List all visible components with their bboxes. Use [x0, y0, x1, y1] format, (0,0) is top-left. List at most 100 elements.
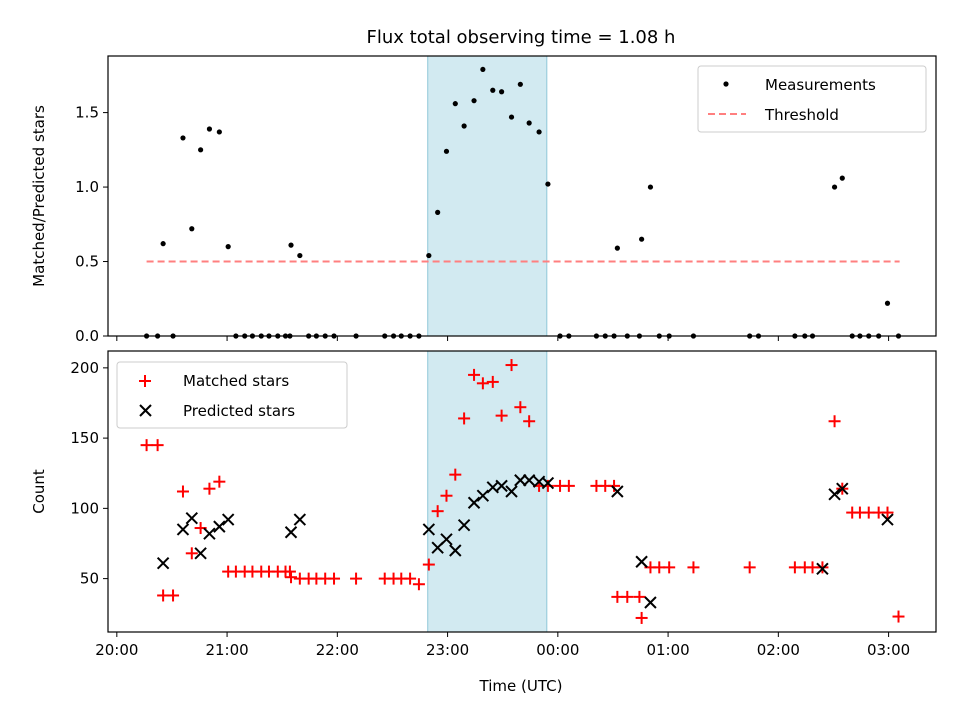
measurement-point [536, 129, 542, 135]
predicted-star-point [541, 476, 555, 490]
measurement-point [526, 120, 532, 126]
matched-star-point [350, 572, 363, 585]
matched-star-point [404, 572, 417, 585]
matched-star-point [431, 505, 444, 518]
matched-star-point [285, 571, 298, 584]
y-tick-label: 50 [80, 570, 99, 588]
predicted-star-point [505, 485, 518, 498]
predicted-star-point [213, 520, 226, 533]
measurement-point [180, 135, 186, 141]
predicted-star-point [881, 513, 894, 526]
matched-star-point [828, 415, 841, 428]
matched-star-point [743, 561, 756, 574]
legend-measurements-marker [723, 81, 729, 87]
legend-threshold-label: Threshold [764, 106, 839, 124]
measurement-point [545, 181, 551, 187]
matched-star-point [328, 572, 341, 585]
matched-star-point [458, 412, 471, 425]
count-panel: 50 100 150 200 20:00 21:00 22:00 23:00 00:00 01:0… [30, 350, 937, 695]
predicted-star-point [185, 511, 198, 525]
x-tick-label: 03:00 [867, 641, 910, 659]
predicted-star-point [611, 485, 624, 498]
matched-star-point [892, 610, 905, 623]
predicted-star-point [644, 596, 657, 609]
ratio-y-axis-label: Matched/Predicted stars [30, 105, 48, 287]
measurement-point [639, 236, 645, 242]
measurement-point [216, 129, 222, 135]
measurement-point [508, 114, 515, 120]
measurement-point [461, 123, 467, 129]
chart-title: Flux total observing time = 1.08 h [367, 27, 676, 48]
measurement-point [225, 244, 231, 250]
matched-star-point [185, 547, 198, 560]
y-tick-label: 1.0 [75, 178, 99, 196]
measurement-point [452, 101, 458, 107]
matched-star-point [449, 468, 462, 481]
predicted-star-point [467, 496, 481, 509]
matched-star-point [495, 409, 508, 422]
measurement-point [499, 89, 505, 95]
matched-star-point [151, 439, 164, 452]
count-y-axis-label: Count [30, 469, 48, 514]
matched-star-point [176, 485, 189, 498]
legend-matched-marker [139, 375, 151, 387]
predicted-star-point [156, 556, 170, 570]
matched-star-point [881, 506, 894, 519]
ratio-axes-frame [107, 55, 937, 337]
predicted-star-point [828, 488, 841, 501]
predicted-star-point [194, 547, 207, 560]
predicted-star-point [422, 523, 436, 536]
matched-star-point [562, 479, 575, 492]
legend-matched-label: Matched stars [183, 372, 289, 390]
predicted-star-point [476, 489, 490, 502]
predicted-star-point [284, 526, 298, 539]
ratio-legend-box [697, 65, 927, 133]
matched-star-point [468, 368, 481, 381]
measurement-point [884, 300, 891, 306]
predicted-star-point [293, 513, 307, 526]
matched-star-point [412, 578, 425, 591]
predicted-star-point [635, 555, 648, 568]
measurement-point [614, 245, 620, 251]
matched-star-point [422, 558, 435, 571]
x-tick-label: 02:00 [757, 641, 800, 659]
y-tick-label: 200 [70, 359, 99, 377]
matched-star-point [486, 375, 499, 388]
matched-star-point [608, 479, 621, 492]
x-tick-label: 01:00 [646, 641, 689, 659]
x-tick-label: 00:00 [536, 641, 579, 659]
measurement-point [517, 81, 523, 87]
predicted-star-point [816, 562, 829, 575]
matched-star-point [203, 482, 216, 495]
matched-star-point [213, 475, 226, 488]
measurement-point [189, 226, 195, 232]
matched-star-point [663, 561, 676, 574]
ratio-legend: Measurements Threshold [697, 65, 927, 133]
y-tick-label: 0.0 [75, 327, 99, 345]
x-axis-label: Time (UTC) [479, 677, 563, 695]
predicted-star-point [176, 523, 190, 536]
x-tick-label: 21:00 [205, 641, 248, 659]
count-legend: Matched stars Predicted stars [116, 361, 348, 429]
predicted-star-point [440, 533, 453, 546]
matched-star-point [514, 401, 527, 414]
legend-predicted-marker [139, 404, 152, 417]
measurement-point [288, 242, 294, 248]
measurement-point [831, 184, 838, 190]
matched-star-point [505, 359, 518, 372]
predicted-star-point [495, 479, 508, 493]
matched-star-point [167, 589, 180, 602]
y-tick-label: 0.5 [75, 253, 99, 271]
y-tick-label: 150 [70, 429, 99, 447]
predicted-star-point [457, 519, 471, 532]
predicted-star-point [514, 474, 527, 487]
measurement-point [426, 252, 432, 259]
x-tick-label: 23:00 [426, 641, 469, 659]
x-tick-label: 22:00 [316, 641, 359, 659]
matched-star-point [633, 590, 646, 603]
matched-star-point [523, 415, 536, 428]
ratio-panel: 0.0 0.5 1.0 1.5 Matched/Predicted stars Mea… [30, 55, 937, 345]
legend-measurements-label: Measurements [765, 76, 876, 94]
matched-star-point [476, 377, 489, 390]
